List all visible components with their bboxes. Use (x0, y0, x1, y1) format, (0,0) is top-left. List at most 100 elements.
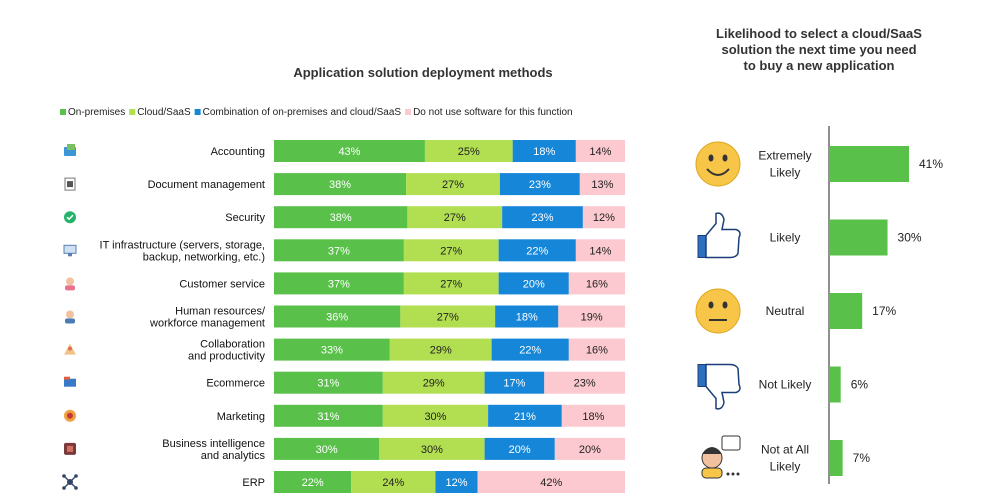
likelihood-bar (829, 146, 909, 182)
bar-segment-on-premises (274, 371, 383, 394)
bar-value-label: 30% (424, 411, 446, 423)
bar-value-label: 22% (302, 477, 324, 489)
row-business-intelligence-and-analytics: Business intelligence and analytics 30% 30%… (64, 437, 625, 462)
bar-segment-combination-of-on-premises-and-cloud-saas (499, 173, 580, 196)
likelihood-row-not-at-all-likely: Not at All Likely 7% (701, 435, 871, 479)
row-document-management: Document management 38% 27% 23% 13% (64, 173, 625, 196)
human-resources-icon (65, 310, 75, 324)
thumbs-up-icon (697, 212, 741, 259)
bar-value-label: 27% (440, 278, 462, 290)
bar-segment-cloud-saas (406, 173, 500, 196)
right-title-line: solution the next time you need (721, 42, 916, 57)
category-label: Document management (148, 179, 265, 191)
likelihood-bar (829, 293, 863, 329)
bar-value-label: 13% (591, 179, 613, 191)
bar-segment-do-not-use-software-for-this-function (575, 239, 625, 262)
bar-segment-on-premises (274, 140, 425, 162)
bar-value-label: 18% (516, 312, 538, 324)
legend-swatch-cloud-saas (129, 109, 136, 115)
bar-value-label: 43% (338, 146, 360, 158)
bar-segment-cloud-saas (403, 272, 499, 295)
bar-value-label: 20% (509, 444, 531, 456)
category-label: ERP (242, 477, 265, 489)
likelihood-row-not-likely: Not Likely 6% (697, 363, 868, 410)
bar-segment-on-premises (274, 437, 380, 460)
bar-segment-combination-of-on-premises-and-cloud-saas (435, 471, 478, 493)
it-infrastructure-icon (63, 244, 77, 257)
bar-value-label: 21% (514, 411, 536, 423)
likelihood-row-likely: Likely 30% (697, 212, 922, 259)
bar-value-label: 42% (540, 477, 562, 489)
bar-segment-do-not-use-software-for-this-function (575, 140, 625, 162)
category-label: Marketing (217, 411, 265, 423)
legend-label-on-premises: On-premises (68, 107, 125, 118)
bar-segment-cloud-saas (400, 305, 496, 328)
row-customer-service: Customer service 37% 27% 20% 16% (65, 272, 625, 295)
bar-value-label: 29% (423, 378, 445, 390)
category-label: Security (225, 212, 265, 224)
bar-value-label: 19% (581, 312, 603, 324)
row-it-infrastructure-servers-storage-backup-networking-etc: IT infrastructure (servers, storage, back… (63, 239, 625, 263)
likelihood-value-label: 41% (919, 157, 943, 171)
legend: On-premises Cloud/SaaS Combination of on-p… (60, 107, 573, 118)
smiley-happy-icon (695, 141, 741, 187)
bar-segment-do-not-use-software-for-this-function (568, 338, 625, 361)
likelihood-label: Not at All Likely (761, 443, 809, 474)
document-icon (64, 177, 76, 191)
likelihood-row-neutral: Neutral 17% (695, 288, 897, 334)
bar-segment-cloud-saas (379, 437, 485, 460)
legend-swatch-do-not-use-software-for-this-function (405, 109, 412, 115)
category-label: Ecommerce (206, 378, 265, 390)
bar-segment-do-not-use-software-for-this-function (558, 305, 625, 328)
legend-swatch-combination-of-on-premises-and-cloud-saas (194, 109, 201, 115)
bar-segment-combination-of-on-premises-and-cloud-saas (495, 305, 559, 328)
bar-segment-on-premises (274, 272, 404, 295)
category-label: IT infrastructure (servers, storage, back… (100, 239, 265, 263)
likelihood-label: Likely (770, 231, 801, 245)
bar-segment-on-premises (274, 173, 407, 196)
bar-segment-do-not-use-software-for-this-function (477, 471, 625, 493)
erp-icon (62, 474, 78, 490)
row-human-resources-workforce-management: Human resources/workforce management 36% 2… (65, 305, 625, 330)
likelihood-value-label: 7% (853, 451, 871, 465)
likelihood-value-label: 17% (872, 304, 896, 318)
bar-segment-cloud-saas (407, 206, 503, 229)
bar-value-label: 38% (330, 212, 352, 224)
bar-segment-do-not-use-software-for-this-function (579, 173, 625, 196)
row-accounting: Accounting 43% 25% 18% 14% (64, 140, 625, 162)
left-chart: Accounting 43% 25% 18% 14% Document managemen… (62, 140, 625, 493)
bar-value-label: 25% (458, 146, 480, 158)
bar-segment-on-premises (274, 305, 401, 328)
likelihood-bar (829, 366, 841, 403)
bar-value-label: 27% (442, 179, 464, 191)
bar-segment-combination-of-on-premises-and-cloud-saas (502, 206, 583, 229)
bar-value-label: 37% (328, 245, 350, 257)
likelihood-label: Extremely Likely (758, 149, 811, 180)
bar-segment-combination-of-on-premises-and-cloud-saas (491, 338, 569, 361)
ecommerce-icon (64, 376, 76, 387)
bar-value-label: 27% (440, 245, 462, 257)
bar-segment-cloud-saas (403, 239, 499, 262)
business-intelligence-icon (64, 442, 76, 455)
bar-value-label: 22% (526, 245, 548, 257)
likelihood-label: Not Likely (759, 378, 812, 392)
row-collaboration-and-productivity: Collaboration and productivity 33% 29% 22% 16… (64, 338, 625, 363)
category-label: Customer service (179, 278, 265, 290)
collaboration-icon (64, 343, 76, 355)
bar-segment-cloud-saas (351, 471, 436, 493)
bar-value-label: 23% (529, 179, 551, 191)
legend-label-combination-of-on-premises-and-cloud-saas: Combination of on-premises and cloud/Saa… (203, 107, 402, 118)
bar-value-label: 14% (589, 146, 611, 158)
bar-segment-on-premises (274, 338, 390, 361)
category-label: Human resources/workforce management (149, 306, 266, 330)
bar-segment-cloud-saas (382, 371, 485, 394)
accounting-icon (64, 144, 76, 156)
bar-segment-do-not-use-software-for-this-function (554, 437, 625, 460)
right-chart-title: Likelihood to select a cloud/SaaS solutio… (716, 26, 922, 73)
bar-segment-on-premises (274, 471, 352, 493)
row-security: Security 38% 27% 23% 12% (64, 206, 625, 229)
bar-value-label: 27% (437, 312, 459, 324)
bar-segment-on-premises (274, 239, 404, 262)
customer-service-icon (65, 277, 75, 291)
